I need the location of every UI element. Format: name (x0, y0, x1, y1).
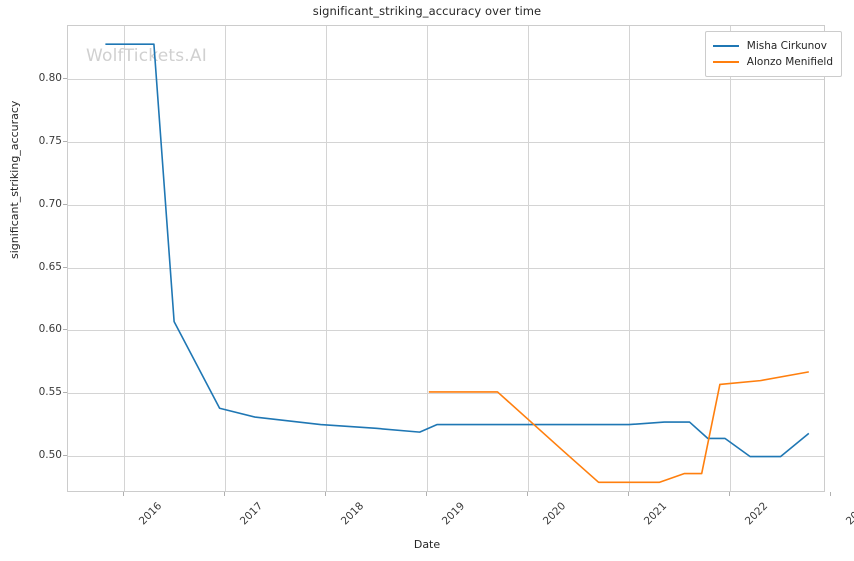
x-tick-label: 2018 (338, 500, 366, 528)
y-tick-mark (63, 203, 67, 205)
y-tick-label: 0.80 (38, 72, 62, 85)
gridline-vertical (730, 26, 731, 491)
y-tick-label: 0.55 (38, 386, 62, 399)
y-tick-label: 0.65 (38, 260, 62, 273)
y-tick-label: 0.75 (38, 135, 62, 148)
plot-area: WolfTickets.AI (67, 25, 825, 492)
y-tick-mark (63, 329, 67, 331)
legend-color-swatch (712, 61, 739, 63)
gridline-horizontal (68, 79, 824, 81)
x-tick-label: 2019 (439, 500, 468, 528)
gridline-horizontal (68, 204, 824, 206)
y-tick-mark (63, 266, 67, 268)
gridline-vertical (527, 26, 529, 491)
x-axis-label: Date (413, 538, 441, 551)
gridline-horizontal (68, 142, 824, 144)
gridline-vertical (426, 26, 428, 491)
gridline-vertical (628, 26, 630, 491)
x-tick-mark (526, 492, 528, 496)
x-tick-label: 2021 (641, 500, 670, 528)
gridline-vertical (325, 26, 327, 491)
data-lines (105, 43, 810, 484)
x-tick-label: 2023 (843, 500, 854, 528)
watermark: WolfTickets.AI (86, 46, 207, 66)
gridline-horizontal (68, 393, 824, 395)
y-tick-label: 0.60 (38, 323, 62, 336)
x-tick-label: 2016 (136, 500, 164, 528)
chart-legend: Misha Cirkunov Alonzo Menifield (704, 31, 842, 77)
y-tick-label: 0.50 (38, 449, 62, 461)
legend-color-swatch (712, 45, 739, 47)
series-line-2 (428, 371, 809, 484)
legend-label: Misha Cirkunov (746, 40, 827, 52)
x-axis-ticks: 2016 2017 2018 2019 2020 2021 2022 2023 (67, 492, 854, 552)
x-tick-mark (324, 492, 326, 496)
x-tick-mark (627, 492, 629, 496)
gridline-horizontal (68, 456, 824, 457)
x-tick-label: 2022 (742, 500, 771, 528)
y-tick-mark (63, 455, 67, 456)
y-axis-ticks: 0.50 0.55 0.60 0.65 0.70 0.75 0.80 (0, 25, 67, 492)
x-tick-mark (425, 492, 427, 496)
x-tick-label: 2017 (237, 500, 265, 528)
gridline-vertical (123, 26, 125, 491)
x-tick-mark (122, 492, 124, 496)
x-tick-mark (830, 492, 832, 496)
legend-label: Alonzo Menifield (746, 56, 833, 68)
x-tick-label: 2020 (540, 500, 569, 528)
y-tick-label: 0.70 (38, 197, 62, 210)
x-tick-mark (729, 492, 730, 496)
legend-item-1[interactable]: Misha Cirkunov (712, 38, 833, 54)
gridline-horizontal (68, 267, 824, 269)
x-tick-mark (223, 492, 225, 496)
y-tick-mark (63, 392, 67, 394)
y-tick-mark (63, 78, 67, 80)
chart-title: significant_striking_accuracy over time (312, 4, 542, 18)
series-line-1 (105, 43, 810, 458)
gridline-vertical (224, 26, 226, 491)
legend-item-2[interactable]: Alonzo Menifield (712, 54, 833, 70)
y-tick-mark (63, 141, 67, 143)
gridline-horizontal (68, 330, 824, 332)
